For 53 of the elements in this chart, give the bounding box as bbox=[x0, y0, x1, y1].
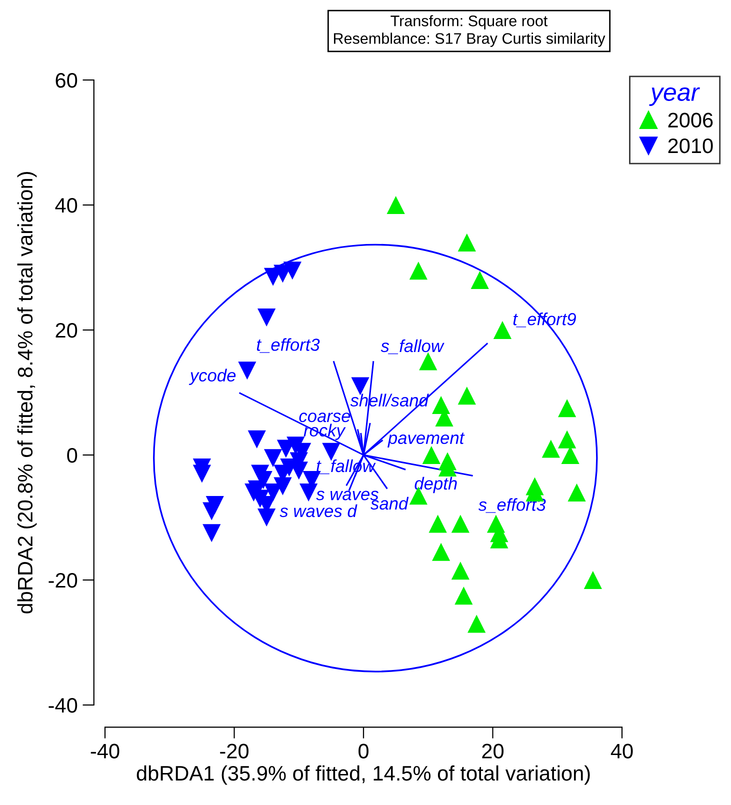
point bbox=[283, 262, 302, 280]
annotation: depth bbox=[414, 476, 457, 494]
annotation: s_fallow bbox=[380, 339, 444, 354]
point bbox=[568, 483, 586, 502]
y-tick-label: 60 bbox=[56, 73, 78, 88]
point bbox=[202, 502, 221, 520]
point bbox=[584, 570, 602, 590]
legend-label: 2006 bbox=[668, 112, 713, 128]
point bbox=[386, 196, 405, 214]
point bbox=[458, 233, 476, 252]
point bbox=[458, 386, 476, 405]
point bbox=[542, 440, 560, 458]
text: Transform: Square root Resemblance: S17 Bray Curtis similarity bbox=[334, 15, 606, 47]
annotation: s waves d bbox=[280, 504, 358, 518]
point bbox=[264, 449, 282, 468]
point bbox=[454, 586, 473, 605]
x-tick-label: 40 bbox=[610, 744, 633, 758]
y-tick-label: 0 bbox=[67, 448, 78, 463]
point bbox=[258, 308, 276, 327]
annotation: s_effort3 bbox=[478, 498, 546, 513]
point bbox=[428, 514, 447, 533]
point bbox=[300, 483, 318, 502]
point bbox=[274, 477, 292, 496]
point bbox=[451, 514, 470, 533]
point bbox=[258, 508, 276, 527]
point bbox=[202, 524, 221, 542]
y-tick-label: -20 bbox=[48, 573, 78, 588]
point bbox=[468, 614, 486, 633]
annotation: t_effort3 bbox=[256, 338, 320, 353]
x-tick-label: -20 bbox=[220, 744, 248, 758]
legend-title: year bbox=[649, 87, 700, 106]
x-tick-label: 0 bbox=[358, 744, 368, 758]
point bbox=[238, 362, 256, 380]
y-tick-label: -40 bbox=[48, 698, 78, 713]
x-tick-label: -40 bbox=[90, 744, 120, 758]
point bbox=[558, 399, 576, 418]
legend-label: 2010 bbox=[668, 138, 713, 154]
point bbox=[432, 542, 450, 561]
point bbox=[248, 430, 266, 448]
x-axis-title: dbRDA1 (35.9% of fitted, 14.5% of total variation) bbox=[136, 765, 590, 785]
point bbox=[493, 320, 512, 340]
point bbox=[470, 270, 489, 290]
point bbox=[558, 430, 576, 448]
y-tick-label: 40 bbox=[55, 198, 78, 213]
x-tick-label: 20 bbox=[482, 744, 504, 758]
annotation: pavement bbox=[388, 432, 465, 448]
annotation: ycode bbox=[188, 368, 236, 385]
y-axis-title: dbRDA2 (20.8% of fitted, 8.4% of total variation) bbox=[17, 172, 37, 614]
point bbox=[409, 262, 428, 280]
point bbox=[451, 562, 470, 580]
point bbox=[192, 464, 211, 483]
y-tick-label: 20 bbox=[56, 323, 78, 338]
annotation: coarse bbox=[299, 412, 350, 422]
